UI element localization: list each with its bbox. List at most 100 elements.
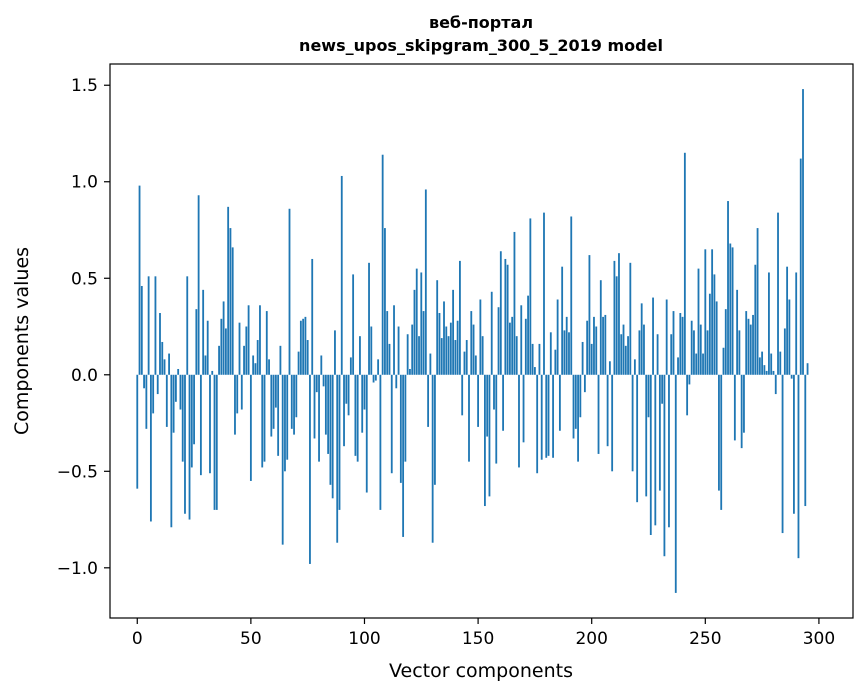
bar: [454, 340, 457, 375]
bar: [704, 249, 707, 375]
bar: [565, 316, 568, 375]
bar: [586, 320, 589, 375]
bar: [663, 374, 666, 557]
bar: [615, 276, 618, 375]
bar: [720, 374, 723, 510]
bar: [188, 374, 191, 520]
bar: [152, 374, 155, 414]
bar: [449, 322, 452, 375]
bar: [588, 255, 591, 375]
bar: [363, 374, 366, 410]
bar: [447, 336, 450, 375]
bar: [299, 320, 302, 375]
bar: [472, 324, 475, 375]
bar: [802, 89, 804, 375]
bar: [477, 374, 479, 427]
bar: [443, 301, 445, 375]
bar: [558, 374, 561, 431]
bar: [515, 336, 518, 375]
bar: [340, 175, 343, 375]
bar: [252, 355, 255, 375]
bar: [645, 374, 648, 497]
bar: [163, 359, 166, 375]
bar: [618, 253, 620, 375]
bar: [438, 313, 441, 375]
bar: [683, 152, 686, 375]
chart-title-line-1: веб-портал: [429, 13, 533, 32]
bar: [161, 341, 164, 375]
bar: [763, 365, 766, 375]
bar: [236, 374, 239, 414]
bar: [422, 311, 425, 375]
bar: [524, 318, 527, 375]
bar: [508, 322, 511, 375]
bar: [779, 351, 782, 375]
bar: [633, 359, 636, 375]
bar: [649, 374, 652, 535]
x-axis-label: Vector components: [389, 660, 573, 682]
bar: [459, 260, 461, 375]
bar: [608, 361, 611, 375]
bar: [381, 154, 384, 375]
x-tick-label: 200: [575, 629, 607, 649]
y-axis-label: Components values: [11, 247, 33, 435]
bar: [368, 262, 370, 375]
bar: [511, 316, 514, 375]
x-tick-label: 50: [240, 629, 262, 649]
bar: [602, 316, 604, 375]
bar: [424, 189, 427, 375]
bar: [470, 311, 473, 375]
bar: [215, 374, 218, 510]
bar: [561, 266, 564, 375]
bar: [336, 374, 339, 543]
bar: [429, 353, 432, 375]
bar: [393, 305, 395, 375]
bar: [568, 332, 570, 375]
bar: [199, 374, 202, 476]
bar: [445, 326, 448, 375]
bar: [502, 374, 504, 431]
bar: [595, 326, 598, 375]
bar: [468, 374, 470, 462]
bar: [136, 374, 139, 489]
bar: [397, 326, 400, 375]
bar: [290, 374, 293, 429]
bar: [386, 311, 389, 375]
bar: [577, 374, 579, 462]
bar: [781, 374, 784, 534]
bar: [318, 374, 320, 462]
bar: [545, 374, 548, 458]
bar: [224, 328, 227, 375]
bar: [379, 374, 382, 510]
bar: [202, 289, 205, 375]
bar: [138, 185, 141, 375]
bar: [715, 301, 718, 375]
bar: [693, 330, 695, 375]
bar: [168, 353, 170, 375]
bar: [320, 355, 323, 375]
bar: [556, 299, 559, 375]
bar: [297, 351, 300, 375]
bar: [590, 343, 593, 375]
bar: [654, 374, 657, 526]
bar: [627, 336, 629, 375]
bar: [527, 295, 529, 375]
bar: [365, 374, 368, 493]
bar: [640, 303, 643, 375]
bar: [331, 374, 334, 499]
bar: [415, 268, 418, 375]
bar: [493, 374, 495, 410]
bar: [324, 374, 327, 435]
bar: [479, 299, 482, 375]
bar: [583, 374, 586, 393]
bar: [504, 258, 507, 375]
x-tick-label: 150: [462, 629, 494, 649]
bar: [195, 309, 198, 375]
bar: [156, 374, 159, 395]
bar: [572, 374, 575, 439]
bar: [245, 326, 248, 375]
bar: [604, 314, 607, 375]
bar: [293, 374, 295, 435]
bar: [488, 374, 491, 497]
bar: [774, 374, 777, 395]
